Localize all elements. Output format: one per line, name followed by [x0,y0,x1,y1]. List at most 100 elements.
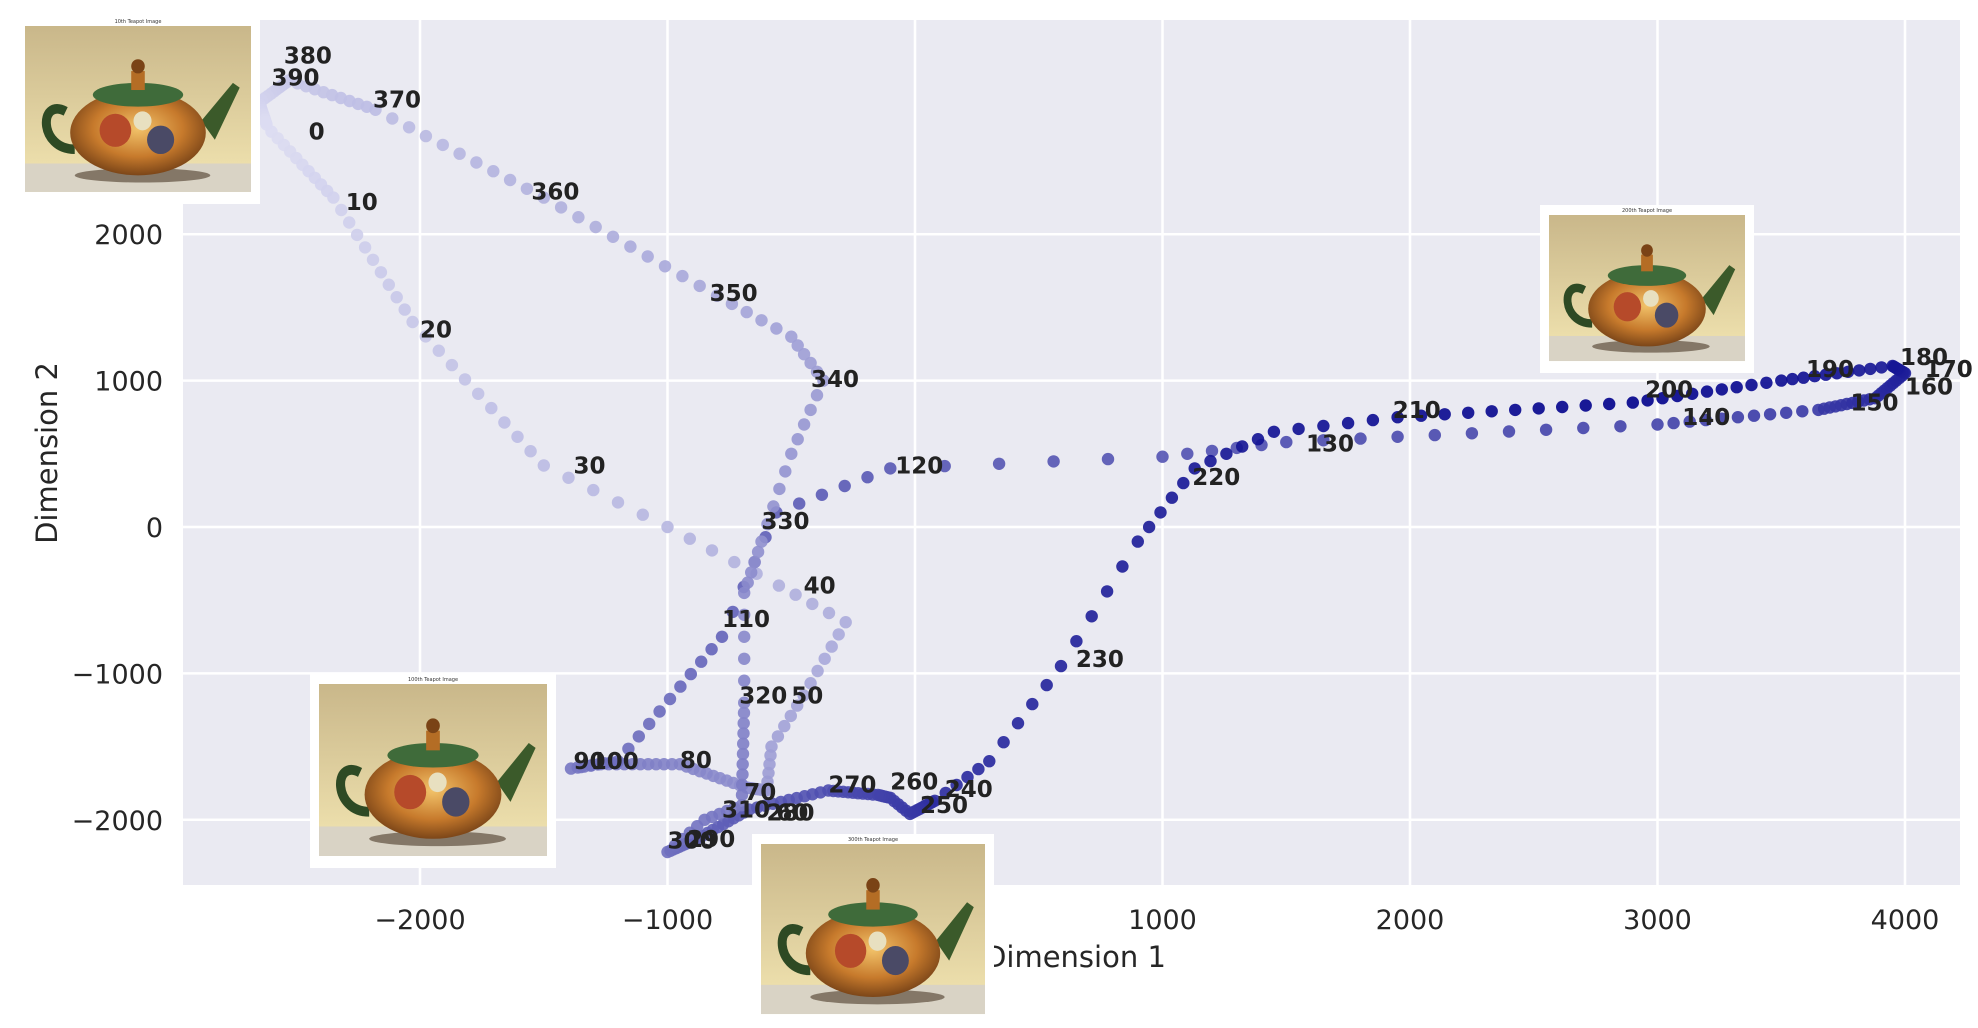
data-point [737,727,750,740]
data-point [767,500,780,513]
data-point [1428,428,1442,442]
data-point [785,330,798,343]
data-point [751,545,765,559]
frame-label: 40 [804,574,836,600]
data-point [606,230,620,243]
data-point [1786,372,1799,386]
data-point [1747,409,1761,422]
frame-label: 0 [309,120,325,146]
data-point [778,719,791,733]
data-point [1267,425,1281,438]
data-point [358,241,372,254]
data-point [1047,455,1060,468]
data-point [624,240,637,253]
data-point [683,532,696,545]
frame-label: 270 [828,773,876,799]
data-point [663,692,677,706]
data-point [1556,400,1569,414]
teapot-image [1549,215,1745,361]
data-point [524,445,537,458]
data-point [1730,381,1743,394]
data-point [695,655,708,668]
frame-label: 130 [1306,432,1354,458]
data-point [738,674,751,687]
data-point [738,652,751,665]
data-point [1317,434,1330,447]
data-point [725,297,739,311]
data-point [1775,374,1788,387]
data-point [737,737,750,750]
frame-label: 60 [776,801,808,827]
data-point [1875,361,1888,374]
data-point [736,758,749,771]
data-point [1853,364,1866,377]
data-point [735,788,749,802]
frame-label: 70 [744,780,776,806]
data-point [938,459,951,473]
x-tick-label: 3000 [1623,905,1692,936]
data-point [806,597,819,611]
data-point [343,216,356,229]
data-point [470,156,483,169]
data-point [738,696,751,709]
data-point [1100,585,1114,598]
x-tick-label: −1000 [622,905,713,936]
data-point [1641,394,1654,407]
data-point [832,628,845,641]
data-point [674,680,687,693]
data-point [1177,476,1190,490]
data-point [1864,362,1877,376]
data-point [684,667,697,681]
data-point [260,118,273,131]
teapot-image [25,26,251,192]
data-point [1671,389,1684,403]
data-point [789,588,802,601]
data-point [1886,359,1899,373]
frame-label: 350 [710,281,758,307]
data-point [1603,397,1616,411]
data-point [1205,444,1219,458]
data-point [772,579,786,592]
data-point [1366,413,1380,427]
data-point [983,755,996,768]
data-point [810,389,824,402]
data-point [992,457,1006,470]
data-point [503,173,517,187]
data-point [1292,422,1305,436]
data-point [1156,450,1169,463]
y-tick-label: −2000 [72,806,163,837]
data-point [1763,408,1777,421]
frame-label: 190 [1806,357,1854,383]
data-point [748,555,761,569]
frame-label: 390 [272,66,320,92]
data-point [453,147,466,160]
teapot-thumbnail: 100th Teapot Image [310,674,556,868]
data-point [406,315,419,329]
data-point [445,358,459,372]
data-point [498,416,511,429]
data-point [1462,406,1475,419]
data-point [784,709,797,723]
data-point [419,129,433,143]
data-point [1509,403,1522,417]
data-point [1532,402,1545,415]
data-point [1188,462,1201,475]
data-point [736,778,749,791]
data-point [773,482,786,496]
data-point [735,799,748,812]
data-point [520,182,534,195]
data-point [390,291,403,304]
thumbnail-title: 300th Teapot Image [848,837,898,843]
data-point [740,305,753,319]
teapot-image [319,684,547,856]
data-point [726,605,739,619]
data-point [1220,447,1233,460]
data-point [1154,506,1167,519]
data-point [1317,419,1330,433]
data-point [1797,371,1810,384]
frame-label: 180 [1900,345,1948,371]
data-point [950,778,963,792]
data-point [1819,368,1833,381]
